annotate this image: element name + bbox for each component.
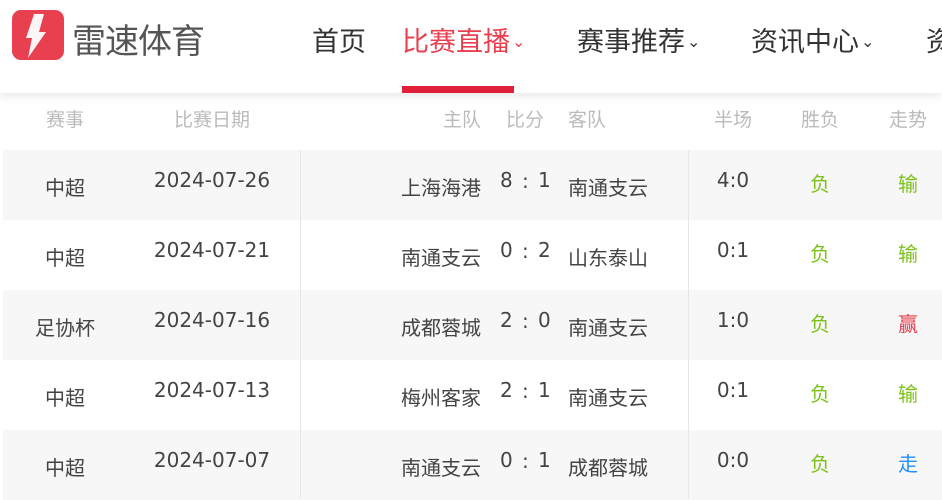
score-separator: : — [522, 169, 529, 193]
half-score: 1:0 — [716, 308, 750, 332]
score-away: 1 — [538, 448, 551, 472]
league: 中超 — [45, 176, 85, 200]
home-team[interactable]: 南通支云 — [401, 456, 481, 480]
chevron-down-icon: ⌄ — [687, 32, 701, 51]
league: 中超 — [45, 456, 85, 480]
match-date: 2024-07-21 — [153, 238, 271, 262]
away-team[interactable]: 南通支云 — [568, 386, 648, 410]
trend: 输 — [898, 242, 918, 266]
nav-home[interactable]: 首页 — [312, 27, 366, 58]
score-away: 1 — [538, 168, 551, 192]
divider — [688, 150, 689, 499]
half-score: 0:1 — [716, 378, 750, 402]
table-row[interactable]: 足协杯 2024-07-16 成都蓉城 2 : 0 南通支云 1:0 负 赢 — [3, 290, 942, 360]
away-team[interactable]: 南通支云 — [568, 176, 648, 200]
chevron-down-icon: ⌄ — [861, 32, 875, 51]
table-row[interactable]: 中超 2024-07-13 梅州客家 2 : 1 南通支云 0:1 负 输 — [3, 360, 942, 430]
chevron-down-icon: ⌄ — [512, 32, 526, 51]
score-home: 0 — [500, 238, 513, 262]
table-row[interactable]: 中超 2024-07-07 南通支云 0 : 1 成都蓉城 0:0 负 走 — [3, 430, 942, 500]
half-score: 0:1 — [716, 238, 750, 262]
col-away: 客队 — [568, 109, 607, 131]
col-score: 比分 — [505, 109, 545, 131]
home-team[interactable]: 南通支云 — [401, 246, 481, 270]
score-away: 0 — [538, 308, 551, 332]
nav-live[interactable]: 比赛直播 ⌄ — [402, 27, 526, 58]
result: 负 — [810, 242, 830, 266]
league: 足协杯 — [35, 316, 95, 340]
home-team[interactable]: 上海海港 — [401, 176, 481, 200]
nav-news[interactable]: 资讯中心 ⌄ — [751, 27, 875, 58]
site-header: 雷速体育 首页 比赛直播 ⌄ 赛事推荐 ⌄ 资讯中心 ⌄ 资 — [0, 0, 942, 93]
home-team[interactable]: 成都蓉城 — [401, 316, 481, 340]
table-row[interactable]: 中超 2024-07-26 上海海港 8 : 1 南通支云 4:0 负 输 — [3, 150, 942, 220]
result: 负 — [810, 312, 830, 336]
result: 负 — [810, 172, 830, 196]
col-home: 主队 — [442, 109, 481, 131]
col-date: 比赛日期 — [173, 109, 251, 131]
active-nav-indicator — [402, 86, 514, 93]
nav-recommend[interactable]: 赛事推荐 ⌄ — [577, 27, 701, 58]
score-separator: : — [522, 449, 529, 473]
score-home: 2 — [500, 378, 513, 402]
home-team[interactable]: 梅州客家 — [401, 386, 481, 410]
away-team[interactable]: 成都蓉城 — [568, 456, 648, 480]
score-separator: : — [522, 309, 529, 333]
score-home: 8 — [500, 168, 513, 192]
match-table: 赛事 比赛日期 主队 比分 客队 半场 胜负 走势 中超 2024-07-26 … — [3, 93, 942, 500]
nav-more[interactable]: 资 — [926, 27, 942, 58]
col-trend: 走势 — [888, 109, 928, 131]
score-home: 2 — [500, 308, 513, 332]
brand-name[interactable]: 雷速体育 — [72, 22, 205, 62]
score-separator: : — [522, 379, 529, 403]
match-date: 2024-07-16 — [153, 308, 271, 332]
half-score: 4:0 — [716, 168, 750, 192]
col-half: 半场 — [713, 109, 753, 131]
match-date: 2024-07-26 — [153, 168, 271, 192]
away-team[interactable]: 南通支云 — [568, 316, 648, 340]
trend: 输 — [898, 172, 918, 196]
trend: 赢 — [898, 312, 918, 336]
table-header: 赛事 比赛日期 主队 比分 客队 半场 胜负 走势 — [3, 93, 942, 150]
half-score: 0:0 — [716, 448, 750, 472]
league: 中超 — [45, 246, 85, 270]
score-home: 0 — [500, 448, 513, 472]
league: 中超 — [45, 386, 85, 410]
col-result: 胜负 — [800, 109, 840, 131]
trend: 走 — [898, 452, 918, 476]
match-date: 2024-07-07 — [153, 448, 271, 472]
away-team[interactable]: 山东泰山 — [568, 246, 648, 270]
divider — [300, 150, 301, 499]
col-league: 赛事 — [45, 109, 85, 131]
score-away: 2 — [538, 238, 551, 262]
logo-lightning-icon[interactable] — [12, 10, 64, 60]
table-row[interactable]: 中超 2024-07-21 南通支云 0 : 2 山东泰山 0:1 负 输 — [3, 220, 942, 290]
trend: 输 — [898, 382, 918, 406]
score-away: 1 — [538, 378, 551, 402]
result: 负 — [810, 382, 830, 406]
score-separator: : — [522, 239, 529, 263]
match-date: 2024-07-13 — [153, 378, 271, 402]
result: 负 — [810, 452, 830, 476]
